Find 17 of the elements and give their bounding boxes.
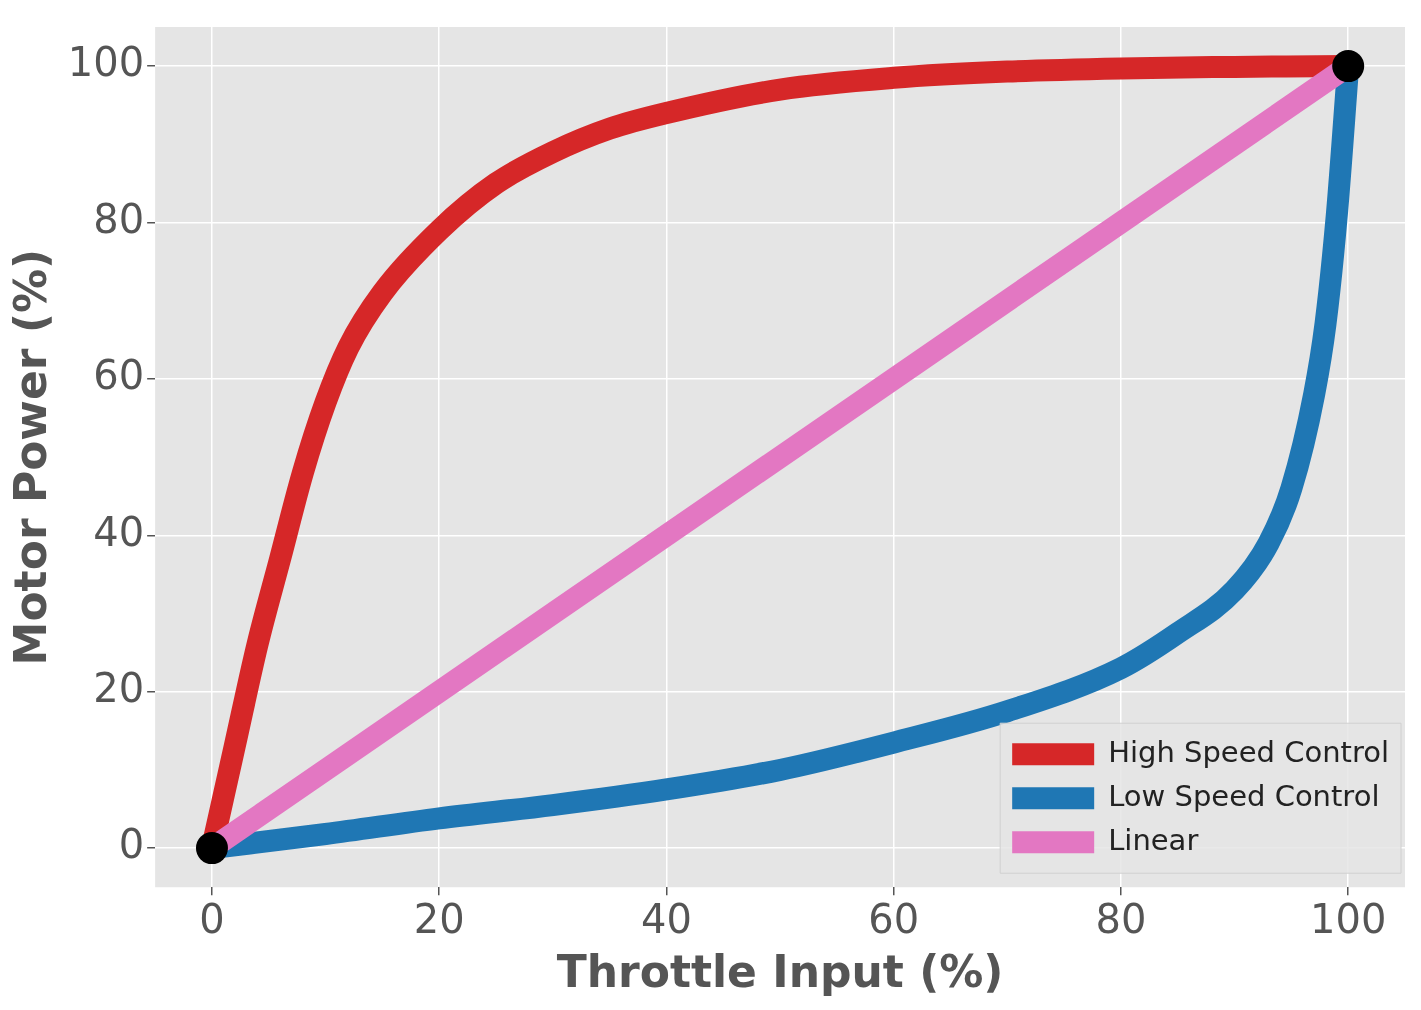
y-tick-label: 20 — [93, 665, 145, 712]
x-tick-label: 40 — [641, 895, 692, 942]
x-tick-label: 100 — [1310, 895, 1387, 942]
y-tick-label: 80 — [93, 195, 145, 242]
y-tick-label: 0 — [118, 821, 145, 868]
x-tick-label: 80 — [1095, 895, 1147, 942]
y-tick-label: 100 — [67, 39, 145, 86]
legend-label: High Speed Control — [1108, 734, 1389, 769]
legend-label: Low Speed Control — [1108, 778, 1380, 813]
y-tick-label: 60 — [93, 352, 145, 399]
y-tick-label: 40 — [93, 508, 145, 555]
x-tick-label: 60 — [868, 895, 920, 942]
x-tick-label: 0 — [199, 895, 225, 942]
legend-label: Linear — [1108, 822, 1199, 857]
x-tick-label: 20 — [413, 895, 465, 942]
y-axis-title: Motor Power (%) — [4, 248, 56, 666]
x-axis-title: Throttle Input (%) — [556, 946, 1004, 998]
